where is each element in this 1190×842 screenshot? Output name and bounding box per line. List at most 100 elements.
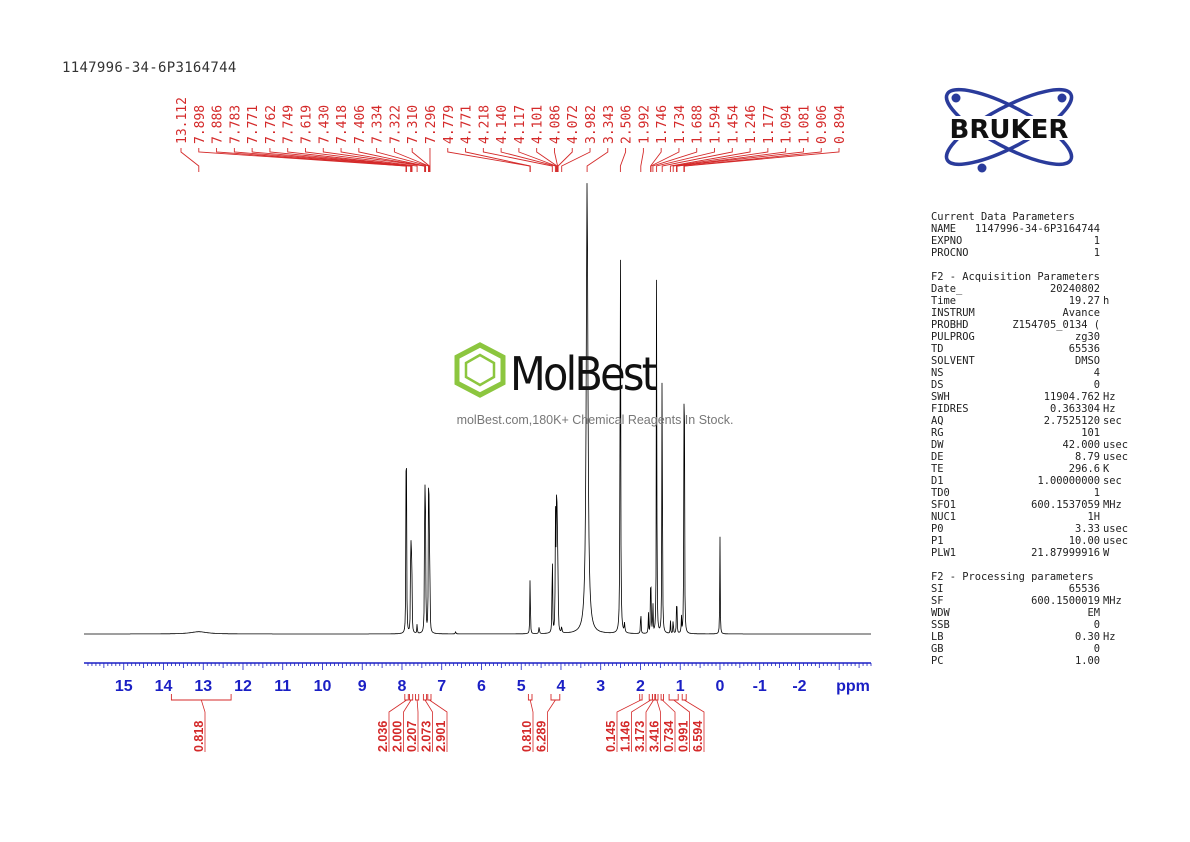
peak-label-leader — [411, 148, 430, 172]
parameter-unit: MHz — [1103, 499, 1122, 511]
parameter-key: PROCNO — [931, 247, 969, 259]
peak-label-leader — [393, 148, 430, 172]
parameter-key: PLW1 — [931, 547, 957, 559]
parameter-key: INSTRUM — [931, 307, 975, 319]
peak-label-text: 7.762 — [264, 105, 279, 144]
parameter-value: 21.87999916 — [1031, 547, 1100, 559]
parameter-unit: h — [1103, 295, 1110, 307]
axis-tick-label: 6 — [477, 678, 486, 695]
parameters-panel: Current Data Parameters NAME 1147996-34-6P… — [931, 211, 1131, 679]
peak-label-leader — [586, 148, 609, 172]
integral: 0.818 — [170, 694, 232, 752]
axis-tick-label: 15 — [115, 678, 133, 695]
parameter-unit: usec — [1103, 523, 1129, 535]
parameter-key: NAME — [931, 223, 957, 235]
integral-value: 0.207 — [405, 721, 419, 752]
parameter-unit: sec — [1103, 415, 1122, 427]
parameter-row: SWH 11904.762 Hz — [931, 391, 1131, 403]
peak-labels: 13.112 7.898 7.886 7.783 7.771 7.762 7.749 7.61… — [175, 97, 848, 172]
integral-leader — [662, 699, 676, 752]
molbest-logo-icon — [454, 342, 506, 398]
integral-value: 2.073 — [420, 721, 434, 752]
axis-tick-label: 10 — [314, 678, 332, 695]
peak-label-leader — [287, 148, 413, 172]
peak-label: 4.117 — [513, 105, 557, 172]
spectrum-trace — [84, 183, 871, 635]
peak-label-text: 7.406 — [353, 105, 368, 144]
parameter-value: zg30 — [1074, 331, 1100, 343]
parameter-key: PULPROG — [931, 331, 975, 343]
peak-label-leader — [676, 148, 804, 172]
peak-label-leader — [305, 148, 418, 172]
parameter-row: SI 65536 — [931, 583, 1131, 595]
parameter-value: 600.1500019 — [1031, 595, 1100, 607]
peak-label-text: 4.140 — [495, 105, 510, 144]
parameter-value: 0 — [1093, 643, 1100, 655]
peak-label-leader — [669, 148, 751, 172]
parameter-value: 65536 — [1068, 343, 1100, 355]
peak-label-text: 7.898 — [193, 105, 208, 144]
parameter-unit: Hz — [1103, 403, 1116, 415]
peak-label: 3.982 — [561, 105, 599, 172]
peak-label-text: 7.749 — [282, 105, 297, 144]
peak-label-text: 7.418 — [335, 105, 350, 144]
parameter-key: DE — [931, 451, 944, 463]
parameter-row: RG 101 — [931, 427, 1131, 439]
integral: 2.901 — [427, 694, 448, 752]
parameter-row: SOLVENT DMSO — [931, 355, 1131, 367]
axis-tick-label: 11 — [274, 678, 291, 695]
axis-tick-label: -1 — [753, 678, 767, 695]
peak-label-leader — [656, 148, 715, 172]
peak-label-leader — [465, 148, 531, 172]
peak-label-text: 1.594 — [709, 105, 724, 144]
parameter-value: 0.30 — [1074, 631, 1100, 643]
parameter-row: WDW EM — [931, 607, 1131, 619]
parameter-unit: usec — [1103, 439, 1129, 451]
peak-label-text: 7.783 — [228, 105, 243, 144]
peak-label: 7.619 — [299, 105, 418, 172]
peak-label-leader — [500, 148, 556, 172]
parameter-unit: MHz — [1103, 595, 1122, 607]
integral-leader — [683, 699, 705, 752]
peak-label-leader — [358, 148, 427, 172]
parameter-row: PC 1.00 — [931, 655, 1131, 667]
peak-label: 2.506 — [620, 105, 635, 172]
peak-label-text: 4.086 — [548, 105, 563, 144]
integral-value: 0.991 — [677, 721, 691, 752]
peak-label-leader — [233, 148, 412, 172]
integral-leader — [529, 699, 534, 752]
axis-title: ppm — [836, 678, 870, 695]
peak-label: 4.086 — [548, 105, 563, 172]
parameter-value: 0 — [1093, 379, 1100, 391]
peak-label-leader — [676, 148, 787, 172]
integral-bracket — [415, 694, 420, 701]
parameter-row: TE 296.6 K — [931, 463, 1131, 475]
integral-leader — [616, 699, 642, 752]
peak-label: 7.783 — [228, 105, 412, 172]
axis-tick-label: 7 — [437, 678, 446, 695]
parameter-unit — [1100, 511, 1131, 523]
parameter-value: 1.00000000 — [1037, 475, 1100, 487]
parameter-value: 65536 — [1068, 583, 1100, 595]
peak-label: 7.296 — [424, 105, 439, 172]
parameter-value: 1.00 — [1074, 655, 1100, 667]
parameter-value: 4 — [1093, 367, 1100, 379]
integral: 1.146 — [619, 694, 653, 752]
parameter-unit: usec — [1103, 535, 1129, 547]
peak-label-leader — [652, 148, 698, 172]
peak-label-leader — [554, 148, 559, 172]
parameter-row: Time 19.27 h — [931, 295, 1131, 307]
peak-label: 7.886 — [211, 105, 407, 172]
axis-tick-label: 3 — [596, 678, 605, 695]
peak-label-leader — [650, 148, 680, 172]
integral-leader — [424, 699, 433, 752]
peak-label-text: 1.454 — [726, 105, 741, 144]
peak-label-leader — [216, 148, 407, 172]
parameter-value: DMSO — [1074, 355, 1100, 367]
integral-bracket — [422, 694, 428, 701]
axis-tick-label: 5 — [517, 678, 526, 695]
parameter-key: SF — [931, 595, 944, 607]
peak-label-leader — [683, 148, 822, 172]
parameter-unit — [1100, 607, 1131, 619]
